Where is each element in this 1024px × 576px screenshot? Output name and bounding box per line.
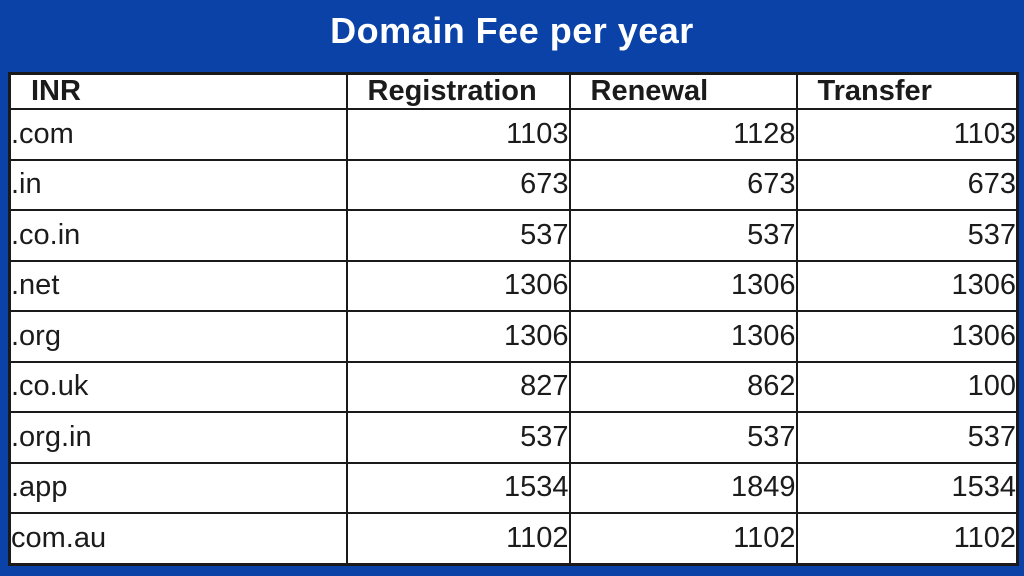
table-row: .org 1306 1306 1306 [8, 310, 1019, 363]
transfer-fee-cell: 1103 [795, 108, 1019, 161]
table-header-row: INR Registration Renewal Transfer [8, 72, 1019, 110]
transfer-fee-cell: 673 [795, 158, 1019, 212]
renewal-fee-cell: 862 [568, 360, 798, 414]
domain-name-cell: .co.uk [8, 360, 348, 414]
domain-name-cell: .com [8, 108, 348, 161]
table-row: .in 673 673 673 [8, 158, 1019, 212]
renewal-fee-cell: 1128 [568, 108, 798, 161]
renewal-fee-cell: 1849 [568, 461, 798, 515]
registration-fee-cell: 1306 [345, 310, 571, 363]
domain-name-cell: .org.in [8, 411, 348, 464]
renewal-fee-cell: 537 [568, 209, 798, 262]
transfer-fee-cell: 537 [795, 209, 1019, 262]
table-row: .app 1534 1849 1534 [8, 461, 1019, 515]
transfer-fee-cell: 1102 [795, 512, 1019, 566]
transfer-fee-cell: 1306 [795, 310, 1019, 363]
domain-fee-table: INR Registration Renewal Transfer .com 1… [8, 72, 1019, 566]
transfer-fee-cell: 100 [795, 360, 1019, 414]
registration-fee-cell: 537 [345, 209, 571, 262]
registration-fee-cell: 1102 [345, 512, 571, 566]
table-row: .co.in 537 537 537 [8, 209, 1019, 262]
column-header-renewal: Renewal [568, 72, 798, 110]
registration-fee-cell: 827 [345, 360, 571, 414]
registration-fee-cell: 1306 [345, 259, 571, 313]
table-row: .co.uk 827 862 100 [8, 360, 1019, 414]
registration-fee-cell: 673 [345, 158, 571, 212]
column-header-registration: Registration [345, 72, 571, 110]
renewal-fee-cell: 537 [568, 411, 798, 464]
renewal-fee-cell: 1306 [568, 259, 798, 313]
registration-fee-cell: 537 [345, 411, 571, 464]
transfer-fee-cell: 1306 [795, 259, 1019, 313]
renewal-fee-cell: 1102 [568, 512, 798, 566]
column-header-inr: INR [8, 72, 348, 110]
renewal-fee-cell: 1306 [568, 310, 798, 363]
domain-name-cell: .net [8, 259, 348, 313]
table-row: .com 1103 1128 1103 [8, 108, 1019, 161]
table-row: .org.in 537 537 537 [8, 411, 1019, 464]
transfer-fee-cell: 537 [795, 411, 1019, 464]
table-row: com.au 1102 1102 1102 [8, 512, 1019, 566]
domain-name-cell: .co.in [8, 209, 348, 262]
table-row: .net 1306 1306 1306 [8, 259, 1019, 313]
registration-fee-cell: 1103 [345, 108, 571, 161]
domain-name-cell: .in [8, 158, 348, 212]
domain-name-cell: com.au [8, 512, 348, 566]
domain-name-cell: .app [8, 461, 348, 515]
renewal-fee-cell: 673 [568, 158, 798, 212]
transfer-fee-cell: 1534 [795, 461, 1019, 515]
registration-fee-cell: 1534 [345, 461, 571, 515]
page-title: Domain Fee per year [330, 10, 694, 51]
domain-name-cell: .org [8, 310, 348, 363]
column-header-transfer: Transfer [795, 72, 1019, 110]
